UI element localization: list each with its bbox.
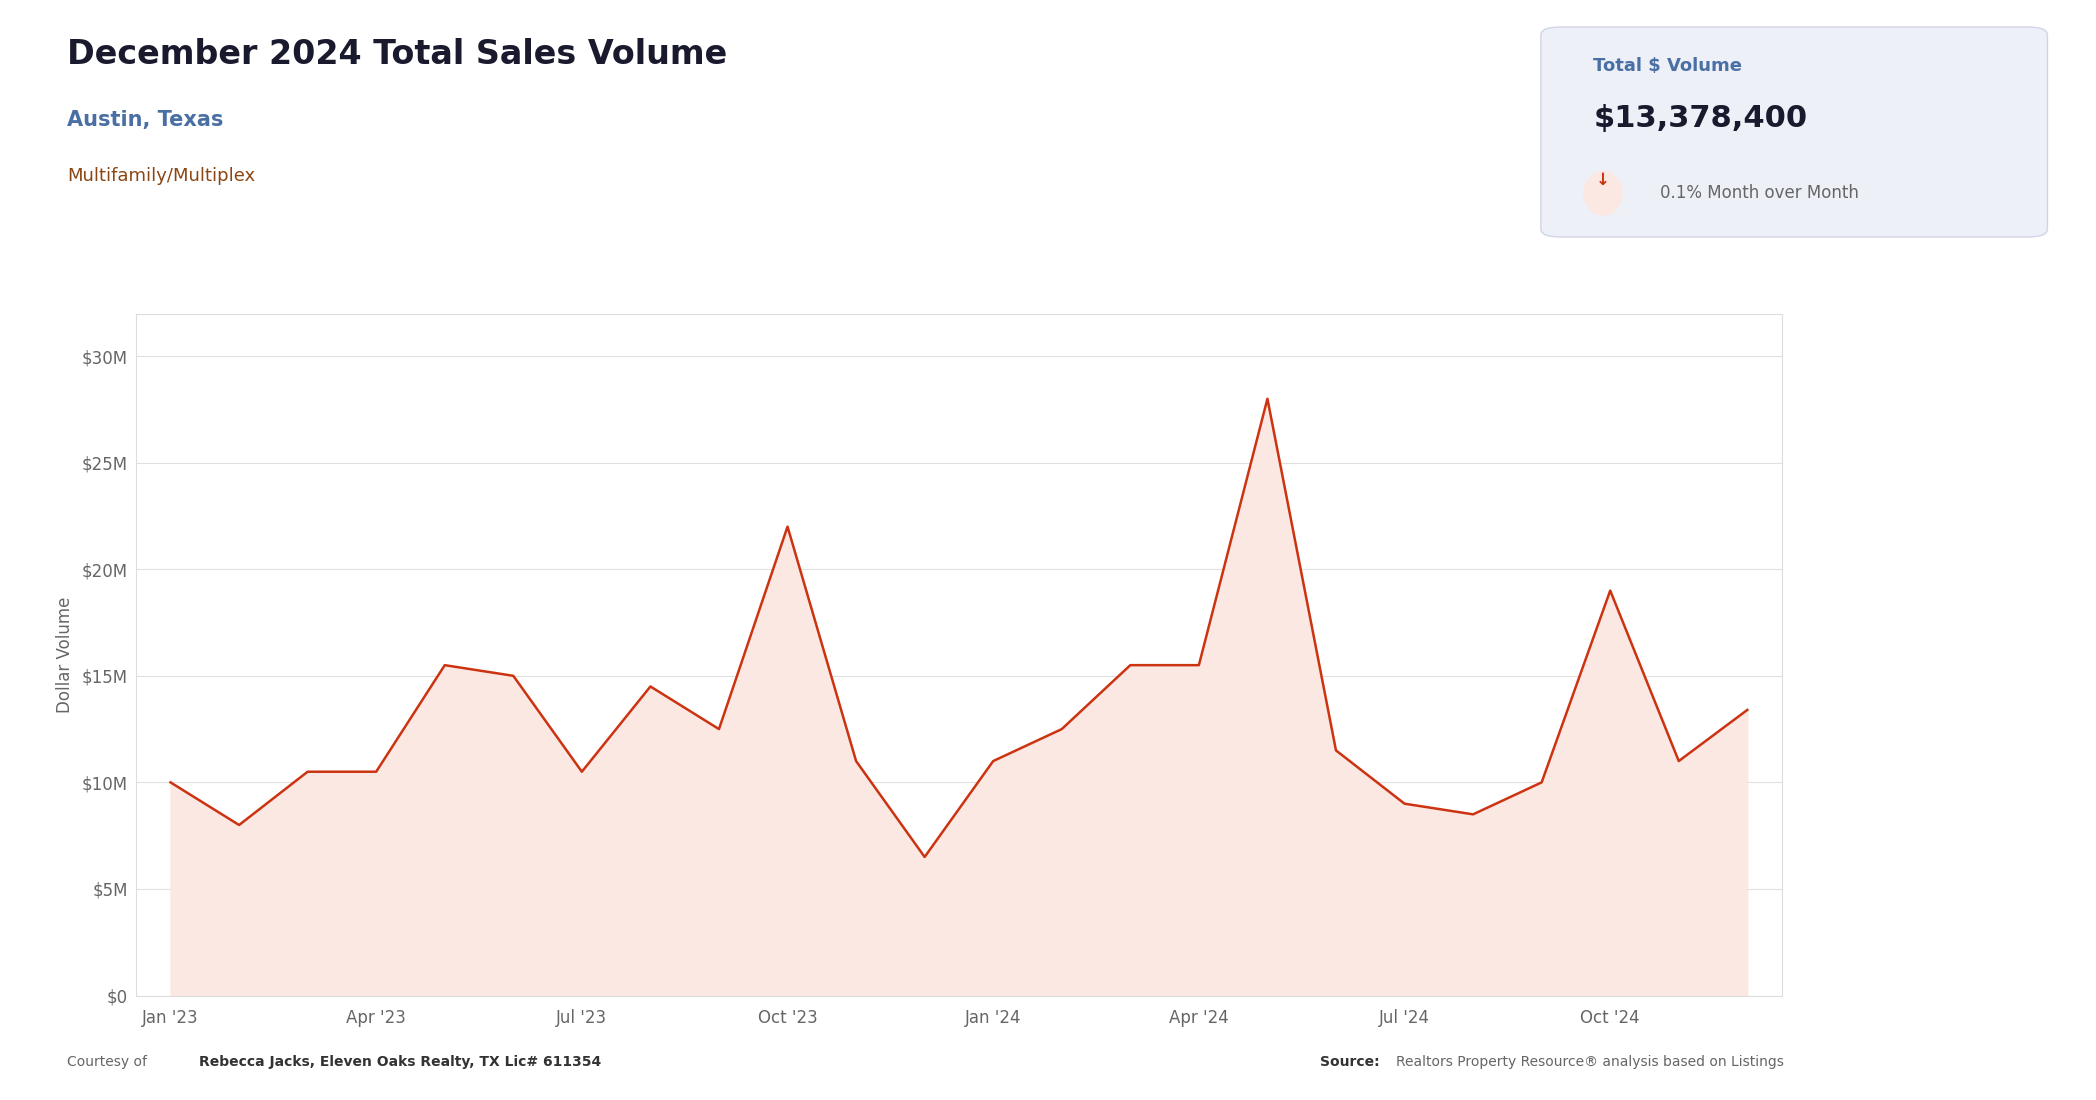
Text: $13,378,400: $13,378,400 bbox=[1593, 104, 1807, 133]
Ellipse shape bbox=[1585, 172, 1622, 216]
Text: Source:: Source: bbox=[1320, 1055, 1385, 1069]
Text: Courtesy of: Courtesy of bbox=[67, 1055, 151, 1069]
Text: Austin, Texas: Austin, Texas bbox=[67, 110, 224, 130]
Text: ↓: ↓ bbox=[1595, 170, 1610, 188]
Text: December 2024 Total Sales Volume: December 2024 Total Sales Volume bbox=[67, 39, 727, 72]
Text: Total $ Volume: Total $ Volume bbox=[1593, 57, 1742, 75]
Text: 0.1% Month over Month: 0.1% Month over Month bbox=[1660, 185, 1859, 202]
FancyBboxPatch shape bbox=[1541, 28, 2048, 236]
Y-axis label: Dollar Volume: Dollar Volume bbox=[57, 596, 73, 713]
Text: Realtors Property Resource® analysis based on Listings: Realtors Property Resource® analysis bas… bbox=[1396, 1055, 1784, 1069]
Text: Multifamily/Multiplex: Multifamily/Multiplex bbox=[67, 167, 256, 185]
Text: Rebecca Jacks, Eleven Oaks Realty, TX Lic# 611354: Rebecca Jacks, Eleven Oaks Realty, TX Li… bbox=[199, 1055, 602, 1069]
